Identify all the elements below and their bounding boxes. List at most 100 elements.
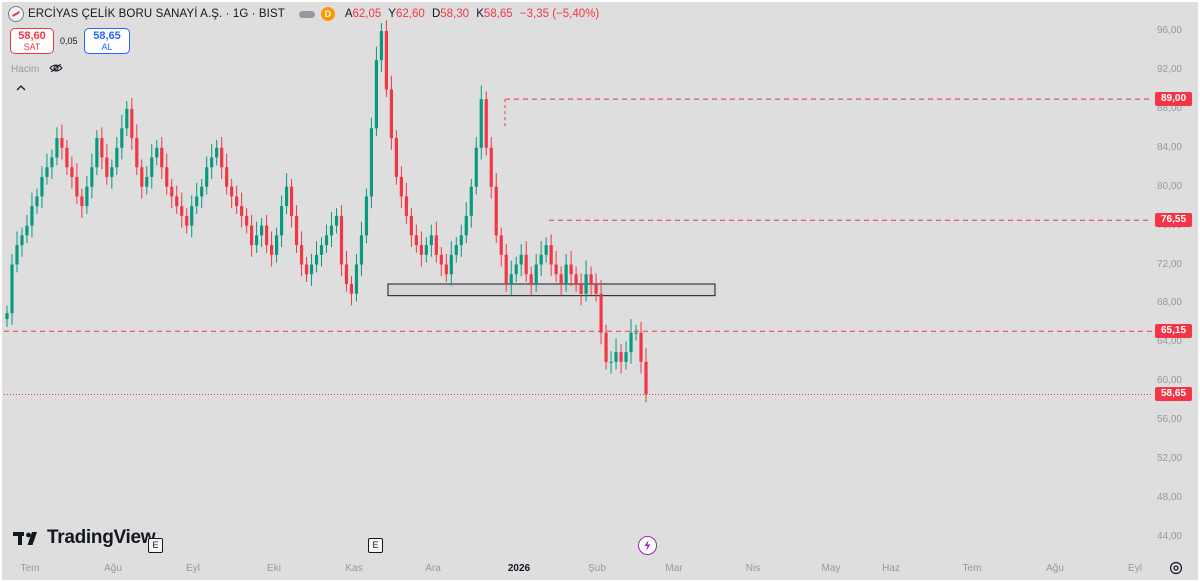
candle-body xyxy=(519,254,523,265)
candle-body xyxy=(175,196,179,207)
candle-body xyxy=(235,196,239,207)
candle-body xyxy=(424,245,428,255)
candle-body xyxy=(10,264,14,314)
candle-body xyxy=(125,108,129,129)
time-axis-tick: Tem xyxy=(962,563,982,574)
earnings-event-badge[interactable]: E xyxy=(368,538,383,553)
candle-body xyxy=(409,215,413,236)
settings-icon[interactable] xyxy=(1169,561,1183,575)
close-label: K xyxy=(476,8,484,20)
data-delay-badge[interactable]: D xyxy=(320,7,335,21)
candle-body xyxy=(75,176,79,197)
candle-body xyxy=(50,157,54,168)
candle-body xyxy=(609,361,613,363)
candle-body xyxy=(569,264,573,275)
candle-body xyxy=(534,264,538,284)
support-zone-rectangle[interactable] xyxy=(387,283,716,297)
candle-body xyxy=(374,60,379,129)
volume-indicator-label[interactable]: Hacim xyxy=(11,64,40,75)
market-status-icon[interactable] xyxy=(298,10,315,18)
candle-body xyxy=(274,235,279,255)
sell-button[interactable]: 58,60 SAT xyxy=(10,28,54,54)
candle-body xyxy=(299,245,304,265)
change-value: −3,35 (−5,40%) xyxy=(519,8,600,20)
symbol-title[interactable]: ERCİYAS ÇELİK BORU SANAYİ A.Ş. · 1G · BI… xyxy=(28,8,285,20)
candle-body xyxy=(279,206,284,236)
time-axis-tick: Şub xyxy=(588,563,606,574)
candle-body xyxy=(334,215,339,226)
low-value: 58,30 xyxy=(440,8,470,20)
candle-body xyxy=(195,196,199,207)
time-axis[interactable] xyxy=(2,556,1198,580)
candle-body xyxy=(594,284,598,294)
earnings-event-badge[interactable]: E xyxy=(148,538,163,553)
ohlc-values: A62,05 Y62,60 D58,30 K58,65 −3,35 (−5,40… xyxy=(345,8,603,20)
candle-body xyxy=(624,352,628,362)
time-axis-tick: Eki xyxy=(267,563,281,574)
close-value: 58,65 xyxy=(483,8,513,20)
candle-body xyxy=(439,254,443,265)
open-label: A xyxy=(344,8,353,20)
candle-body xyxy=(15,245,19,265)
candle-body xyxy=(544,245,548,255)
candle-body xyxy=(135,138,139,168)
candle-body xyxy=(339,215,344,265)
candle-body xyxy=(579,284,583,294)
level-price-tag: 89,00 xyxy=(1155,92,1192,107)
candle-body xyxy=(155,147,159,158)
candle-body xyxy=(399,176,403,197)
candle-body xyxy=(414,235,418,246)
last-price-tag: 58,65 xyxy=(1155,387,1192,402)
candle-body xyxy=(644,361,648,395)
candle-body xyxy=(514,264,518,275)
level-price-tag: 76,55 xyxy=(1155,213,1192,228)
symbol-logo-icon xyxy=(8,6,24,22)
time-axis-tick: Nis xyxy=(745,563,761,574)
sell-label: SAT xyxy=(23,42,41,52)
candle-body xyxy=(494,186,498,236)
price-axis-tick: 64,00 xyxy=(1156,336,1182,348)
candle-body xyxy=(215,147,219,158)
candle-body xyxy=(35,196,39,207)
candle-body xyxy=(220,147,224,168)
candle-body xyxy=(469,186,473,216)
candle-body xyxy=(324,235,329,246)
candle-body xyxy=(629,332,633,353)
chevron-up-icon[interactable] xyxy=(16,84,26,92)
candle-body xyxy=(190,206,194,226)
candle-body xyxy=(539,254,543,265)
candle-body xyxy=(634,332,638,334)
candle-body xyxy=(255,235,259,246)
candle-body xyxy=(284,186,289,207)
candle-body xyxy=(549,245,553,265)
candle-body xyxy=(389,89,393,139)
candle-body xyxy=(65,147,69,168)
eye-off-icon[interactable] xyxy=(49,63,63,73)
candle-body xyxy=(120,128,124,148)
candle-body xyxy=(464,215,468,236)
candle-body xyxy=(110,167,114,177)
candle-body xyxy=(294,215,299,246)
candle-body xyxy=(394,138,398,177)
candle-body xyxy=(170,186,174,197)
price-axis-tick: 52,00 xyxy=(1156,453,1182,465)
flash-icon[interactable] xyxy=(638,536,657,555)
candle-body xyxy=(404,196,408,216)
candle-body xyxy=(349,284,354,294)
spread-value: 0,05 xyxy=(60,36,78,46)
time-axis-tick: Kas xyxy=(345,563,363,574)
candle-body xyxy=(454,245,458,255)
buy-button[interactable]: 58,65 AL xyxy=(84,28,130,54)
candle-body xyxy=(210,157,214,168)
candle-body xyxy=(434,235,438,255)
candle-body xyxy=(230,186,234,197)
time-axis-tick: Eyl xyxy=(1128,563,1142,574)
candle-body xyxy=(95,138,99,168)
time-axis-tick: Tem xyxy=(20,563,40,574)
price-axis-tick: 84,00 xyxy=(1156,141,1182,153)
candle-body xyxy=(459,235,463,246)
tradingview-logo[interactable]: TradingView xyxy=(13,527,156,549)
candle-body xyxy=(55,138,59,158)
tradingview-logo-text: TradingView xyxy=(47,527,156,548)
